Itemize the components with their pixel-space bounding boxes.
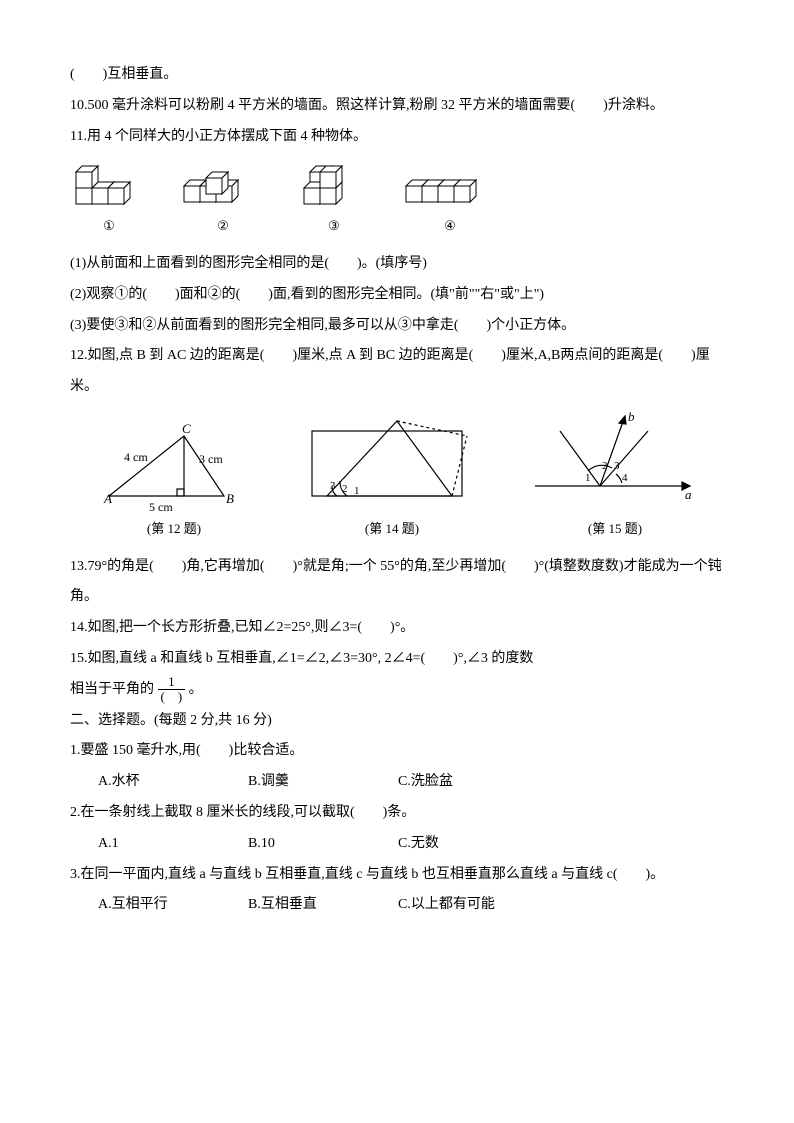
mc2-c: C.无数 (370, 829, 439, 860)
mc1: 1.要盛 150 毫升水,用( )比较合适。 (70, 736, 724, 767)
fig14-svg: 3 2 1 (302, 411, 482, 511)
mc3: 3.在同一平面内,直线 a 与直线 b 互相垂直,直线 c 与直线 b 也互相垂… (70, 860, 724, 891)
mc3-c: C.以上都有可能 (370, 890, 495, 921)
label-B: B (226, 491, 234, 506)
mc2-b: B.10 (220, 829, 370, 860)
frac-num: 1 (158, 675, 186, 690)
fig14-caption: (第 14 题) (302, 515, 482, 544)
mc3-opts: A.互相平行 B.互相垂直 C.以上都有可能 (70, 890, 724, 921)
cube-fig-2: ② (178, 168, 268, 241)
q11-stem: 11.用 4 个同样大的小正方体摆成下面 4 种物体。 (70, 122, 724, 153)
q15-b-pre: 相当于平角的 (70, 682, 154, 697)
ang-3: 3 (330, 480, 336, 492)
mc1-a: A.水杯 (70, 767, 220, 798)
label-3cm: 3 cm (199, 452, 223, 466)
frac-den: ( ) (158, 690, 186, 704)
fig12-svg: A B C 4 cm 3 cm 5 cm (94, 421, 254, 511)
label-a: a (685, 487, 692, 502)
cube-fig-4: ④ (400, 174, 500, 241)
q15-b-post: 。 (189, 682, 203, 697)
fig15-svg: a b 1 2 3 4 (530, 411, 700, 511)
mc2-opts: A.1 B.10 C.无数 (70, 829, 724, 860)
mc3-a: A.互相平行 (70, 890, 220, 921)
label-b: b (628, 411, 635, 424)
mc2: 2.在一条射线上截取 8 厘米长的线段,可以截取( )条。 (70, 798, 724, 829)
cube-num-2: ② (178, 212, 268, 241)
q12: 12.如图,点 B 到 AC 边的距离是( )厘米,点 A 到 BC 边的距离是… (70, 341, 724, 403)
a3: 3 (614, 460, 620, 472)
fig12-caption: (第 12 题) (94, 515, 254, 544)
q15-a: 15.如图,直线 a 和直线 b 互相垂直,∠1=∠2,∠3=30°, 2∠4=… (70, 644, 724, 675)
ang-1: 1 (354, 485, 360, 497)
mc2-a: A.1 (70, 829, 220, 860)
q9-tail: ( )互相垂直。 (70, 60, 724, 91)
mc1-opts: A.水杯 B.调羹 C.洗脸盆 (70, 767, 724, 798)
label-A: A (103, 491, 112, 506)
label-C: C (182, 421, 191, 436)
cube-num-4: ④ (400, 212, 500, 241)
q14: 14.如图,把一个长方形折叠,已知∠2=25°,则∠3=( )°。 (70, 613, 724, 644)
fig-12: A B C 4 cm 3 cm 5 cm (第 12 题) (94, 421, 254, 544)
mc3-b: B.互相垂直 (220, 890, 370, 921)
a4: 4 (622, 472, 628, 484)
cube-svg-4 (400, 174, 500, 210)
ang-2: 2 (342, 483, 348, 495)
fig15-caption: (第 15 题) (530, 515, 700, 544)
a1: 1 (585, 472, 591, 484)
cube-fig-1: ① (70, 160, 148, 241)
a2: 2 (602, 460, 608, 472)
fraction: 1 ( ) (158, 675, 186, 705)
cube-fig-3: ③ (298, 160, 370, 241)
q15-b: 相当于平角的 1 ( ) 。 (70, 675, 724, 706)
cube-svg-2 (178, 168, 268, 210)
cube-num-3: ③ (298, 212, 370, 241)
cube-svg-3 (298, 160, 370, 210)
geometry-figures: A B C 4 cm 3 cm 5 cm (第 12 题) 3 2 1 (第 1… (70, 411, 724, 544)
fig-14: 3 2 1 (第 14 题) (302, 411, 482, 544)
mc1-b: B.调羹 (220, 767, 370, 798)
q11-3: (3)要使③和②从前面看到的图形完全相同,最多可以从③中拿走( )个小正方体。 (70, 311, 724, 342)
q11-2: (2)观察①的( )面和②的( )面,看到的图形完全相同。(填"前""右"或"上… (70, 280, 724, 311)
mc1-c: C.洗脸盆 (370, 767, 453, 798)
label-4cm: 4 cm (124, 450, 148, 464)
fig-15: a b 1 2 3 4 (第 15 题) (530, 411, 700, 544)
q11-1: (1)从前面和上面看到的图形完全相同的是( )。(填序号) (70, 249, 724, 280)
label-5cm: 5 cm (149, 500, 173, 511)
cubes-figures: ① ② (70, 160, 724, 241)
cube-svg-1 (70, 160, 148, 210)
q10: 10.500 毫升涂料可以粉刷 4 平方米的墙面。照这样计算,粉刷 32 平方米… (70, 91, 724, 122)
cube-num-1: ① (70, 212, 148, 241)
section-2: 二、选择题。(每题 2 分,共 16 分) (70, 706, 724, 737)
q13: 13.79°的角是( )角,它再增加( )°就是角;一个 55°的角,至少再增加… (70, 552, 724, 614)
